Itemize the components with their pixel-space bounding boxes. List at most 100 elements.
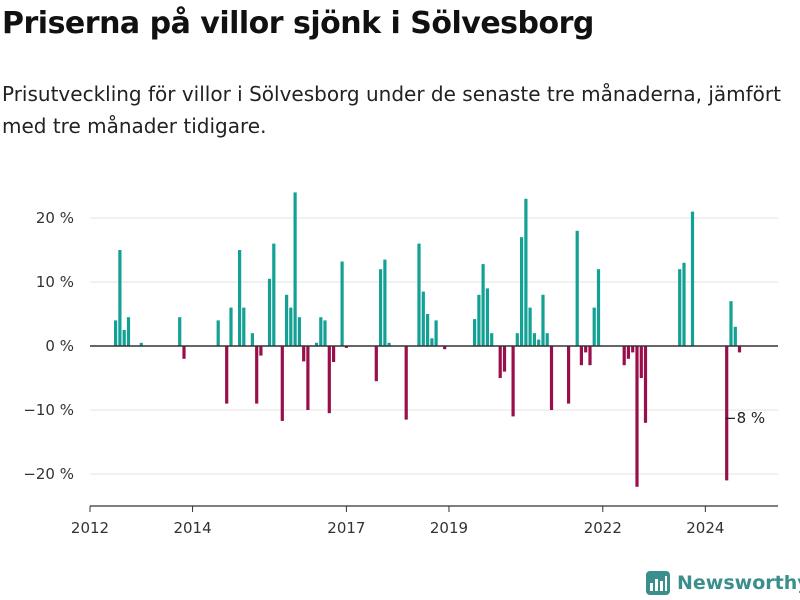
bar — [584, 346, 588, 353]
bar — [319, 317, 323, 346]
bar — [515, 333, 519, 346]
bar — [502, 346, 507, 372]
chart-title: Priserna på villor sjönk i Sölvesborg — [2, 6, 594, 41]
bar — [216, 320, 220, 346]
bar — [511, 346, 515, 417]
bar — [114, 320, 118, 346]
bar — [477, 294, 481, 346]
bar — [293, 192, 297, 346]
bar — [631, 346, 635, 353]
bar — [426, 314, 430, 346]
bar — [332, 346, 336, 362]
bar — [498, 346, 502, 378]
bar — [404, 346, 408, 420]
bar — [297, 317, 301, 346]
bar — [481, 264, 485, 346]
chart-subtitle: Prisutveckling för villor i Sölvesborg u… — [2, 82, 781, 138]
x-tick-label: 2019 — [430, 519, 468, 537]
bar — [541, 294, 545, 346]
x-tick-label: 2024 — [686, 519, 724, 537]
brand-name: Newsworthy — [677, 572, 800, 594]
bar — [250, 333, 254, 346]
bar — [622, 346, 626, 366]
bar — [178, 317, 182, 346]
bar — [229, 307, 233, 346]
bar — [225, 346, 229, 404]
bar — [729, 301, 733, 346]
bar — [524, 198, 528, 346]
bar — [387, 342, 391, 346]
y-tick-label: 10 % — [36, 273, 74, 291]
newsworthy-logo-icon — [646, 571, 670, 595]
bar — [323, 320, 327, 346]
bar — [537, 339, 541, 346]
bar — [490, 333, 494, 346]
x-tick-label: 2012 — [71, 519, 109, 537]
bar — [626, 346, 630, 359]
bars — [114, 192, 742, 487]
bar — [417, 243, 421, 346]
bar — [545, 333, 549, 346]
x-tick-label: 2017 — [327, 519, 365, 537]
x-tick-label: 2022 — [584, 519, 622, 537]
gridlines — [90, 217, 778, 475]
y-tick-label: 20 % — [36, 209, 74, 227]
latest-value-label: −8 % — [724, 409, 765, 427]
bar — [678, 269, 682, 346]
bar — [473, 319, 477, 346]
bar — [238, 250, 242, 346]
bar — [567, 346, 571, 404]
bar — [272, 243, 276, 346]
bar — [280, 346, 284, 421]
bar — [379, 269, 383, 346]
bar — [643, 346, 648, 423]
bar — [682, 262, 686, 346]
bar — [383, 259, 387, 346]
bar — [596, 269, 601, 346]
y-tick-label: −10 % — [23, 401, 74, 419]
bar — [434, 320, 438, 346]
bar — [259, 346, 263, 356]
bar — [242, 307, 246, 346]
bar — [267, 278, 272, 346]
bar — [549, 346, 554, 410]
bar — [639, 346, 643, 378]
axes: 20 % 10 % 0 % −10 % −20 % 2012 2014 2017 2019 202… — [23, 209, 778, 537]
bar — [532, 333, 536, 346]
bar — [733, 326, 737, 346]
bar — [485, 288, 489, 346]
bar — [306, 346, 310, 410]
bar — [690, 211, 695, 346]
bar — [289, 307, 293, 346]
bar — [443, 346, 447, 350]
y-tick-label: −20 % — [23, 465, 74, 483]
bar — [302, 346, 306, 362]
bar — [579, 346, 583, 366]
bar — [285, 294, 289, 346]
x-tick-label: 2014 — [173, 519, 211, 537]
bar — [725, 346, 729, 481]
bar — [635, 346, 639, 487]
bar — [340, 261, 344, 346]
y-tick-label: 0 % — [45, 337, 74, 355]
bar — [520, 237, 524, 346]
bar — [344, 346, 348, 348]
bar — [374, 346, 378, 382]
bar — [421, 291, 425, 346]
bar — [182, 346, 186, 359]
bar — [118, 250, 122, 346]
bar — [430, 338, 434, 346]
bar — [575, 230, 579, 346]
bar — [528, 307, 532, 346]
bar — [122, 330, 126, 346]
bar — [314, 342, 319, 346]
brand-logo: Newsworthy — [645, 568, 800, 598]
bar — [327, 346, 331, 414]
bar — [588, 346, 592, 366]
bar — [255, 346, 259, 404]
bar — [592, 307, 596, 346]
bar — [139, 342, 143, 346]
bar — [737, 346, 742, 353]
bar — [126, 317, 131, 346]
